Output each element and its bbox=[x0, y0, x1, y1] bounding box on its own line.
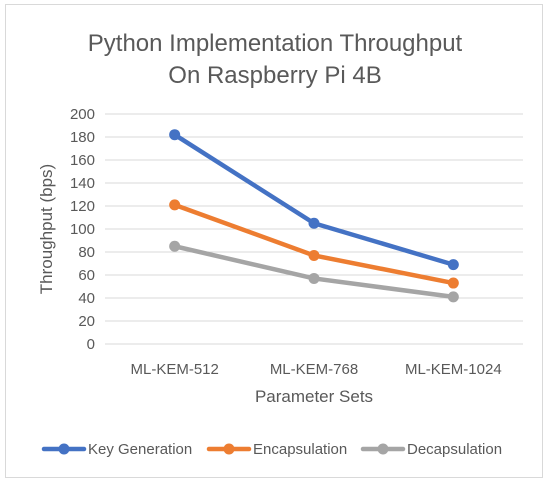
data-point bbox=[447, 277, 459, 289]
data-point bbox=[447, 259, 459, 271]
y-axis-ticks: 0 20 40 60 80 100 120 140 160 180 200 bbox=[70, 106, 95, 353]
legend-item: Encapsulation bbox=[206, 441, 347, 458]
y-axis-label: Throughput (bps) bbox=[37, 164, 56, 294]
y-tick-label: 20 bbox=[78, 313, 95, 330]
data-point bbox=[169, 199, 181, 211]
y-tick-label: 180 bbox=[70, 129, 95, 146]
chart-title-line-1: Python Implementation Throughput bbox=[88, 30, 463, 57]
x-tick-label: ML-KEM-768 bbox=[270, 361, 358, 378]
chart-title-line-2: On Raspberry Pi 4B bbox=[168, 62, 381, 89]
data-point bbox=[308, 272, 320, 284]
y-tick-label: 140 bbox=[70, 175, 95, 192]
legend-swatch-marker bbox=[223, 443, 235, 455]
legend-item: Key Generation bbox=[41, 441, 192, 458]
series-lines bbox=[169, 129, 459, 303]
x-tick-label: ML-KEM-512 bbox=[130, 361, 218, 378]
data-point bbox=[169, 129, 181, 141]
legend-swatch-marker bbox=[58, 443, 70, 455]
legend: Key Generation Encapsulation Decapsulation bbox=[41, 441, 502, 458]
y-tick-label: 100 bbox=[70, 221, 95, 238]
y-tick-label: 40 bbox=[78, 290, 95, 307]
series-key-generation bbox=[169, 129, 459, 271]
x-axis-ticks: ML-KEM-512 ML-KEM-768 ML-KEM-1024 bbox=[130, 361, 501, 378]
data-point bbox=[308, 217, 320, 229]
legend-item: Decapsulation bbox=[360, 441, 502, 458]
y-tick-label: 60 bbox=[78, 267, 95, 284]
legend-label: Encapsulation bbox=[253, 441, 347, 458]
y-tick-label: 120 bbox=[70, 198, 95, 215]
y-tick-label: 200 bbox=[70, 106, 95, 123]
series-decapsulation bbox=[169, 240, 459, 303]
series-line bbox=[172, 132, 456, 267]
x-tick-label: ML-KEM-1024 bbox=[405, 361, 502, 378]
legend-label: Key Generation bbox=[88, 441, 192, 458]
gridlines bbox=[105, 113, 523, 345]
series-encapsulation bbox=[169, 199, 459, 289]
data-point bbox=[169, 240, 181, 252]
series-line bbox=[172, 202, 456, 286]
x-axis-label: Parameter Sets bbox=[255, 387, 373, 406]
legend-swatch-marker bbox=[377, 443, 389, 455]
y-tick-label: 0 bbox=[87, 336, 95, 353]
data-point bbox=[447, 291, 459, 303]
y-tick-label: 80 bbox=[78, 244, 95, 261]
y-tick-label: 160 bbox=[70, 152, 95, 169]
data-point bbox=[308, 249, 320, 261]
legend-label: Decapsulation bbox=[407, 441, 502, 458]
